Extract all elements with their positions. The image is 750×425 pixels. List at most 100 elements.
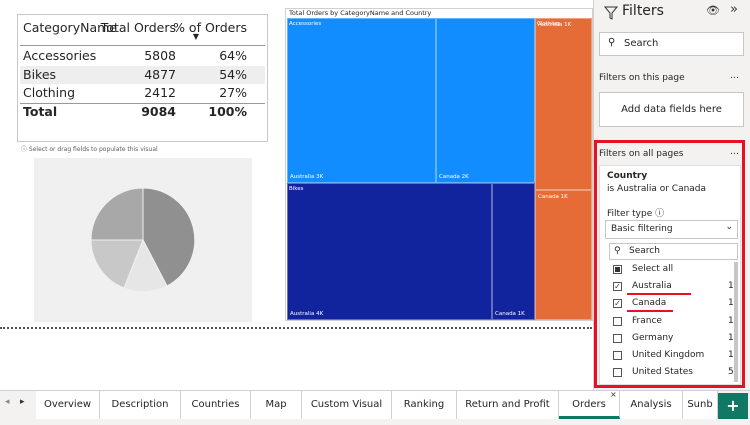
scrollbar[interactable] — [734, 262, 738, 382]
filter-item-count: 1 — [728, 281, 734, 292]
filter-item-count: 1 — [728, 298, 734, 309]
treemap-cell[interactable]: Canada 2K — [436, 18, 535, 183]
total-cell: Total — [23, 103, 58, 119]
section-label: Filters on this page — [599, 73, 685, 83]
more-button[interactable]: … — [730, 71, 739, 81]
eye-icon[interactable]: 👁 — [706, 4, 720, 17]
filter-item-label[interactable]: Canada — [632, 298, 667, 309]
section-label: Filters on all pages — [599, 149, 684, 159]
table-cell: 4877 — [144, 66, 176, 82]
treemap-cell[interactable]: Australia 3K — [287, 18, 436, 183]
cell-label: Canada 2K — [439, 174, 469, 180]
page-tab[interactable]: Map — [251, 391, 302, 419]
checkbox[interactable]: ✓ — [613, 282, 622, 292]
filter-item-count: 5 — [728, 367, 734, 378]
total-rule — [20, 102, 265, 104]
table-cell: 5808 — [144, 48, 176, 63]
add-page-button[interactable]: + — [718, 393, 748, 419]
filter-type-label: Filter type — [607, 209, 653, 219]
treemap-cell[interactable]: Canada 1K — [535, 190, 592, 320]
row-band — [20, 65, 265, 84]
partial-fill — [615, 267, 620, 272]
add-fields-well[interactable]: Add data fields here — [599, 92, 744, 127]
filter-item-label[interactable]: United Kingdom — [632, 350, 705, 360]
filter-item-count: 1 — [728, 350, 734, 360]
checkbox[interactable] — [613, 351, 622, 360]
checkbox[interactable] — [613, 333, 622, 343]
table-cell: 54% — [219, 66, 247, 82]
table-cell: 27% — [219, 85, 247, 100]
filter-card — [599, 165, 741, 385]
page-tab[interactable]: Custom Visual — [302, 391, 392, 419]
filter-type-dropdown[interactable]: Basic filtering ⌄ — [605, 220, 738, 239]
collapse-button[interactable]: » — [730, 2, 738, 17]
page-tab[interactable]: Description — [100, 391, 181, 419]
column-header[interactable]: % of Orders — [173, 20, 247, 35]
cell-label: Australia 1K — [538, 22, 572, 28]
group-label: Accessories — [289, 21, 322, 27]
page-tab[interactable]: Analysis — [620, 391, 683, 419]
page-boundary — [0, 327, 592, 329]
checkbox[interactable] — [613, 316, 622, 326]
filter-summary: is Australia or Canada — [607, 184, 707, 194]
filter-icon — [604, 6, 618, 20]
card-search-box[interactable]: ⚲ Search — [609, 243, 738, 260]
page-tab[interactable]: Return and Profit — [457, 391, 559, 419]
filter-item-label[interactable]: United States — [632, 367, 693, 378]
treemap-cell[interactable]: Australia 4K — [287, 183, 492, 320]
pie-placeholder[interactable] — [34, 158, 252, 322]
table-cell: Bikes — [23, 66, 57, 82]
header-rule — [20, 45, 265, 46]
cell-label: Australia 3K — [290, 174, 324, 180]
total-cell: 9084 — [141, 103, 176, 119]
treemap-visual[interactable]: Total Orders by CategoryName and Country… — [285, 8, 593, 321]
filter-item-label[interactable]: Select all — [632, 264, 674, 274]
table-cell: Clothing — [23, 85, 76, 100]
group-label: Clothing — [537, 21, 560, 27]
more-button[interactable]: … — [730, 147, 739, 157]
page-tab[interactable]: Overview — [36, 391, 100, 419]
search-placeholder: Search — [629, 246, 660, 256]
column-header[interactable]: Total Orders — [100, 20, 176, 35]
page-tab[interactable]: Sunb — [683, 391, 718, 419]
filter-item-label[interactable]: Australia — [632, 281, 672, 292]
hint-text: Select or drag fields to populate this v… — [28, 146, 158, 153]
treemap-title: Total Orders by CategoryName and Country — [289, 9, 432, 17]
pie-icon — [90, 187, 196, 293]
total-cell: 100% — [208, 103, 247, 119]
page-tab[interactable]: Orders — [559, 391, 620, 419]
table-visual[interactable]: CategoryName Total Orders% of Orders ▼ Acce… — [17, 14, 268, 142]
treemap-cell[interactable]: Canada 1K — [492, 183, 535, 320]
table-cell: 2412 — [144, 85, 176, 100]
checkbox[interactable] — [613, 265, 622, 274]
next-tab-button[interactable]: ▸ — [20, 397, 25, 407]
cell-label: Australia 4K — [290, 311, 324, 317]
highlight-box — [594, 140, 745, 388]
annotation-underline — [627, 310, 673, 313]
checkbox[interactable] — [613, 368, 622, 378]
column-header[interactable]: CategoryName — [23, 20, 117, 35]
cell-label: Canada 1K — [538, 194, 568, 200]
checkbox[interactable]: ✓ — [613, 299, 622, 309]
filters-title: Filters — [622, 3, 664, 19]
dropdown-value: Basic filtering — [611, 224, 673, 234]
treemap-cell[interactable]: Australia 1K — [535, 18, 592, 190]
sort-arrow: ▼ — [192, 32, 199, 41]
page-tab[interactable]: Ranking — [392, 391, 457, 419]
filter-item-count: 1 — [728, 315, 734, 326]
search-box[interactable]: ⚲ Search — [599, 32, 744, 56]
filter-field[interactable]: Country — [607, 171, 648, 181]
table-cell: 64% — [219, 48, 247, 63]
close-tab-button[interactable]: × — [610, 390, 617, 399]
group-label: Bikes — [289, 186, 304, 192]
prev-tab-button[interactable]: ◂ — [5, 397, 10, 407]
cell-label: Canada 1K — [495, 311, 525, 317]
visual-hint: ⓘ Select or drag fields to populate this… — [21, 146, 158, 153]
filter-item-label[interactable]: Germany — [632, 332, 674, 343]
page-tab[interactable]: Countries — [181, 391, 251, 419]
filter-item-label[interactable]: France — [632, 315, 662, 326]
search-placeholder: Search — [624, 38, 659, 49]
table-cell: Accessories — [23, 48, 97, 63]
filter-item-count: 1 — [728, 332, 734, 343]
